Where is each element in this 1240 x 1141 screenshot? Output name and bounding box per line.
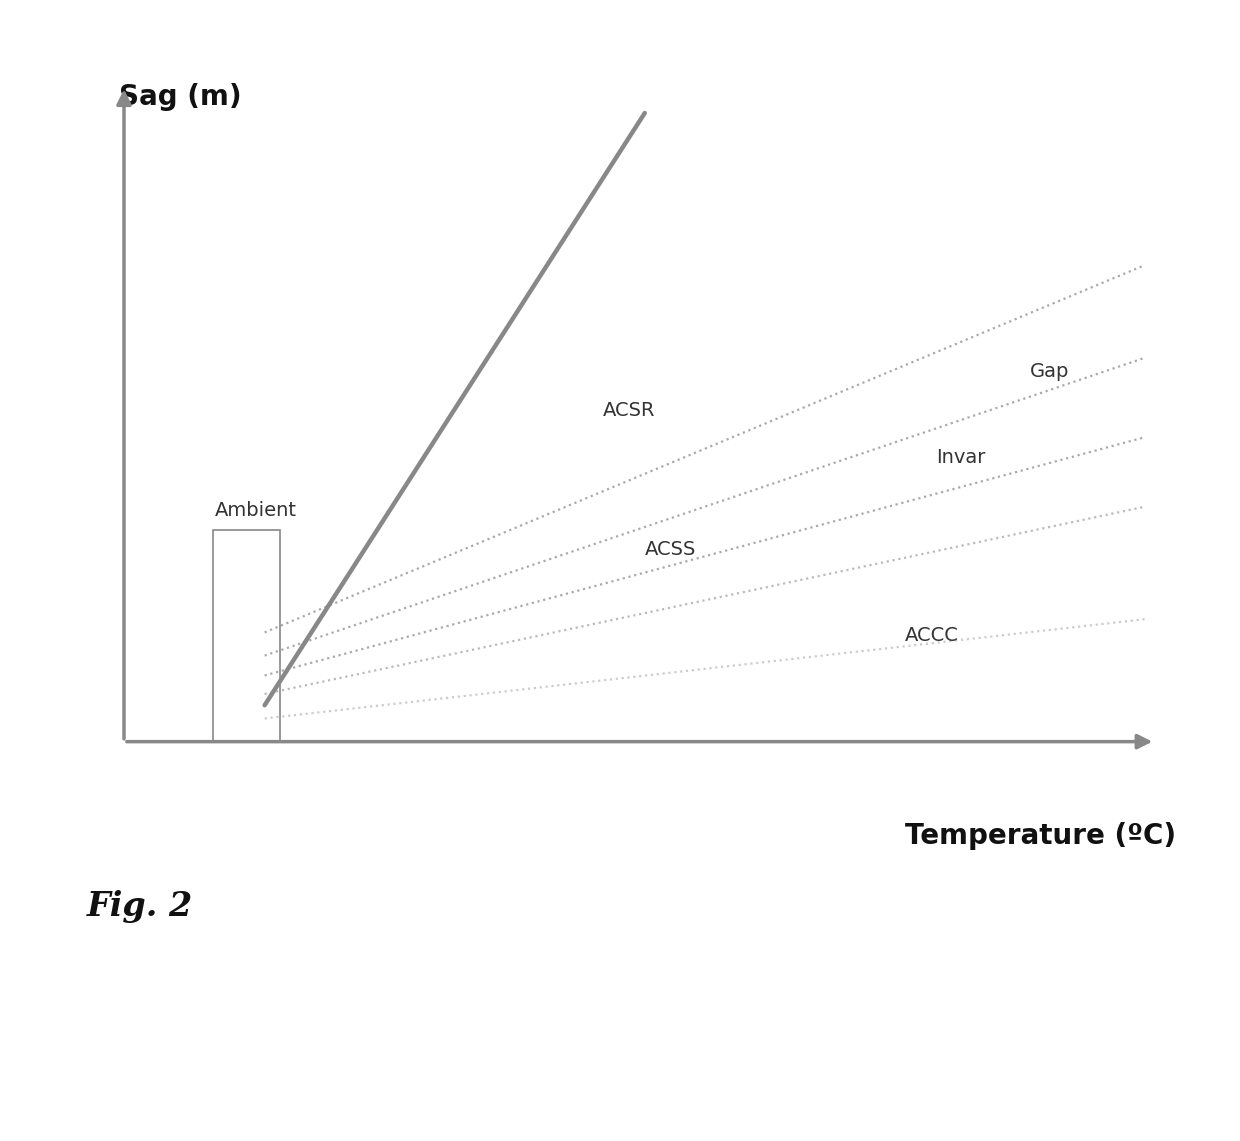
Text: Temperature (ºC): Temperature (ºC): [905, 822, 1177, 850]
Text: Sag (m): Sag (m): [119, 83, 242, 111]
Text: Invar: Invar: [936, 447, 986, 467]
Text: Ambient: Ambient: [215, 501, 296, 520]
Text: ACSS: ACSS: [645, 540, 696, 559]
Text: Fig. 2: Fig. 2: [87, 890, 193, 923]
Text: Gap: Gap: [1030, 362, 1070, 381]
Bar: [212, 529, 280, 742]
Text: ACSR: ACSR: [603, 402, 656, 420]
Text: ACCC: ACCC: [905, 626, 959, 646]
